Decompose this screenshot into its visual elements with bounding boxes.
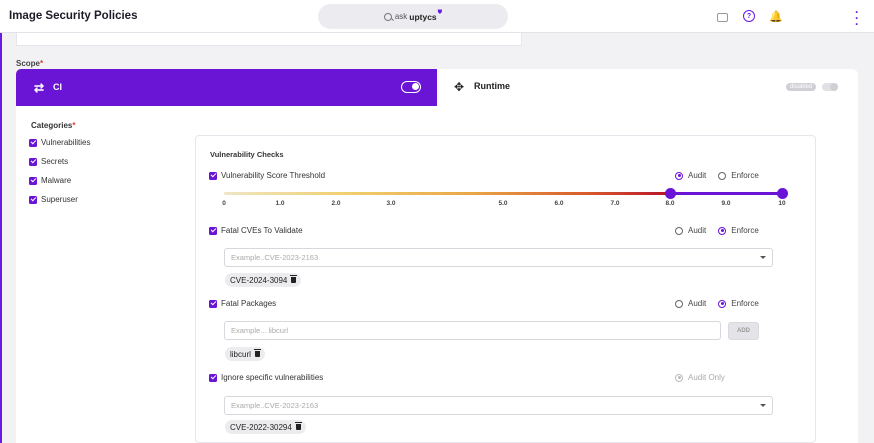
slider-tick: 0 [222,200,226,207]
radio-enforce[interactable] [718,299,727,308]
slider-tick: 10 [778,200,786,207]
trash-icon[interactable] [294,422,302,430]
previous-section-card [16,33,522,46]
slider-tick: 5.0 [498,200,508,207]
tab-ci-label: CI [53,82,62,92]
score-range-slider[interactable] [224,188,788,200]
search-prefix: ask [394,12,408,21]
ignore-vulns-mode: Audit Only [675,373,725,382]
slider-tick: 6.0 [554,200,564,207]
slider-thumb-min[interactable] [665,188,676,199]
shield-icon: ⛊ [437,10,443,16]
slider-tick: 1.0 [275,200,285,207]
radio-audit[interactable] [675,299,683,308]
search-icon [383,12,392,21]
slider-tick: 2.0 [331,200,341,207]
fatal-packages-mode: Audit Enforce [675,299,759,308]
slider-tick: 9.0 [721,200,731,207]
radio-enforce[interactable] [718,171,727,180]
top-bar: Image Security Policies ask uptycs ⛊ ? 🔔… [0,0,874,33]
trash-icon[interactable] [290,275,298,283]
vulnerability-checks-title: Vulnerability Checks [210,150,284,159]
checkbox[interactable] [29,138,37,147]
help-icon[interactable]: ? [743,10,755,22]
swap-arrows-icon: ⇄ [34,81,45,95]
category-vulnerabilities[interactable]: Vulnerabilities [29,138,91,147]
runtime-status-badge: disabled [786,83,817,91]
ask-uptycs-search[interactable]: ask uptycs ⛊ [318,4,508,29]
bell-icon[interactable]: 🔔 [769,10,783,23]
slider-tick: 8.0 [665,200,675,207]
tab-ci[interactable]: ⇄ CI [16,69,437,106]
checkbox[interactable] [29,195,37,204]
checkbox[interactable] [29,176,37,185]
slider-thumb-max[interactable] [777,188,788,199]
fatal-cves-checkbox[interactable]: Fatal CVEs To Validate [209,226,303,235]
fatal-cves-select[interactable]: Example..CVE-2023-2163 [224,248,773,267]
briefcase-icon[interactable] [717,12,728,22]
radio-audit[interactable] [675,226,683,235]
checkbox[interactable] [209,299,217,308]
vulnerability-checks-panel [195,135,816,443]
scope-tabs: ⇄ CI ✥ Runtime disabled [16,69,858,106]
slider-tick: 7.0 [610,200,620,207]
ci-enable-toggle[interactable] [401,81,421,93]
kebab-menu-icon[interactable]: · · · [855,5,859,31]
cve-chip: CVE-2024-3094 [225,273,302,287]
chevron-down-icon [760,404,766,407]
tab-runtime[interactable]: Runtime [474,81,510,91]
category-superuser[interactable]: Superuser [29,195,78,204]
slider-track [224,192,782,195]
radio-enforce[interactable] [718,226,727,235]
score-threshold-checkbox[interactable]: Vulnerability Score Threshold [209,171,325,180]
checkbox[interactable] [209,226,217,235]
fatal-cves-mode: Audit Enforce [675,226,759,235]
categories-label: Categories* [31,121,76,130]
page-title: Image Security Policies [9,10,138,22]
radio-audit-only [675,373,683,382]
add-package-button[interactable]: ADD [728,322,759,340]
checkbox[interactable] [209,373,217,382]
ignore-vulns-select[interactable]: Example..CVE-2023-2163 [224,396,773,415]
checkbox[interactable] [209,171,217,180]
category-malware[interactable]: Malware [29,176,71,185]
search-brand: uptycs [409,11,437,22]
move-arrows-icon: ✥ [454,80,465,94]
score-threshold-mode: Audit Enforce [675,171,759,180]
slider-tick: 3.0 [386,200,396,207]
ignored-cve-chip: CVE-2022-30294 [225,420,306,434]
trash-icon[interactable] [253,349,261,357]
chevron-down-icon [760,256,766,259]
left-accent-bar [0,33,2,443]
ignore-vulns-checkbox[interactable]: Ignore specific vulnerabilities [209,373,323,382]
category-secrets[interactable]: Secrets [29,157,68,166]
package-chip: libcurl [225,347,265,361]
radio-audit[interactable] [675,171,683,180]
fatal-packages-input[interactable]: Example... libcurl [224,321,721,340]
checkbox[interactable] [29,157,37,166]
scope-label: Scope* [16,59,44,68]
fatal-packages-checkbox[interactable]: Fatal Packages [209,299,276,308]
runtime-enable-toggle[interactable] [822,83,838,91]
